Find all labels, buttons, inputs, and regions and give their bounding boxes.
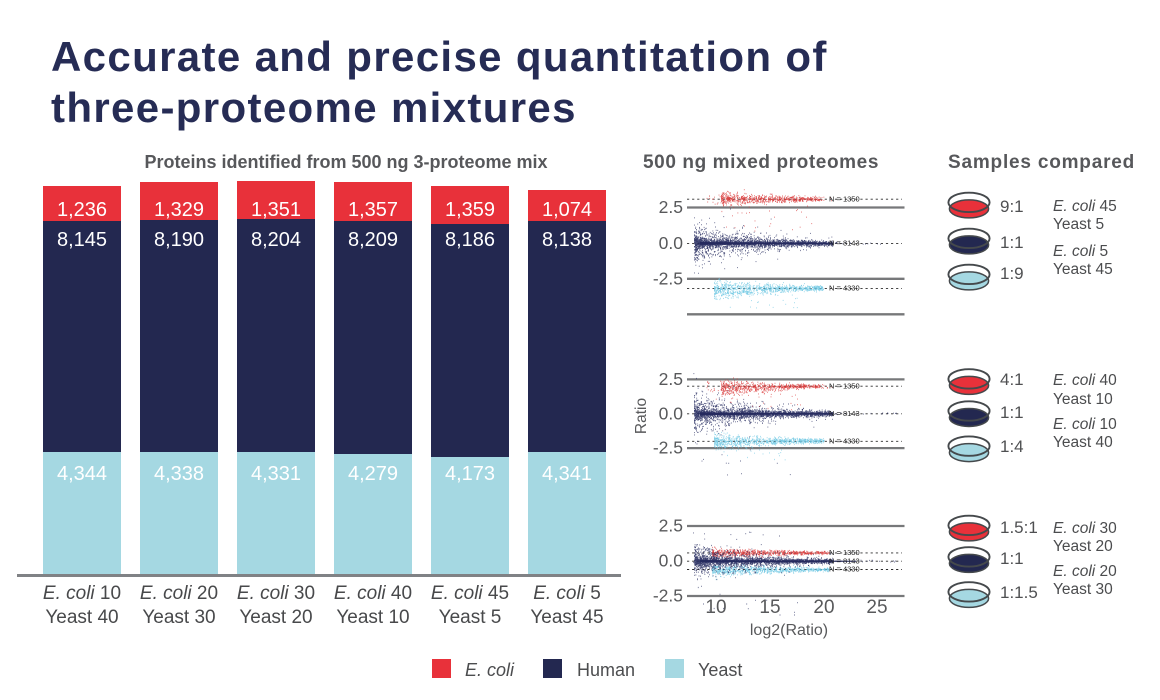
svg-text:-2.5: -2.5 xyxy=(653,268,683,288)
svg-text:2.5: 2.5 xyxy=(659,369,683,389)
svg-text:N = 4330: N = 4330 xyxy=(829,284,860,293)
svg-text:2.5: 2.5 xyxy=(659,516,683,536)
svg-text:N = 8143: N = 8143 xyxy=(829,239,860,248)
svg-text:0.0: 0.0 xyxy=(659,233,684,253)
svg-text:0.0: 0.0 xyxy=(659,551,684,571)
svg-text:N = 1350: N = 1350 xyxy=(829,548,860,557)
svg-text:N = 4330: N = 4330 xyxy=(829,437,860,446)
svg-text:10: 10 xyxy=(705,597,726,618)
svg-text:N = 1350: N = 1350 xyxy=(829,381,860,390)
svg-text:2.5: 2.5 xyxy=(659,197,683,217)
svg-text:-2.5: -2.5 xyxy=(653,438,683,458)
svg-text:Ratio: Ratio xyxy=(633,398,650,434)
svg-text:25: 25 xyxy=(866,597,887,618)
svg-text:log2(Ratio): log2(Ratio) xyxy=(750,622,828,639)
svg-text:N = 1350: N = 1350 xyxy=(829,194,860,203)
svg-text:N = 8143: N = 8143 xyxy=(829,409,860,418)
svg-text:N = 8143: N = 8143 xyxy=(829,556,860,565)
svg-text:20: 20 xyxy=(813,597,834,618)
svg-text:0.0: 0.0 xyxy=(659,403,684,423)
svg-text:15: 15 xyxy=(759,597,780,618)
svg-text:-2.5: -2.5 xyxy=(653,586,683,606)
svg-text:N = 4330: N = 4330 xyxy=(829,565,860,574)
